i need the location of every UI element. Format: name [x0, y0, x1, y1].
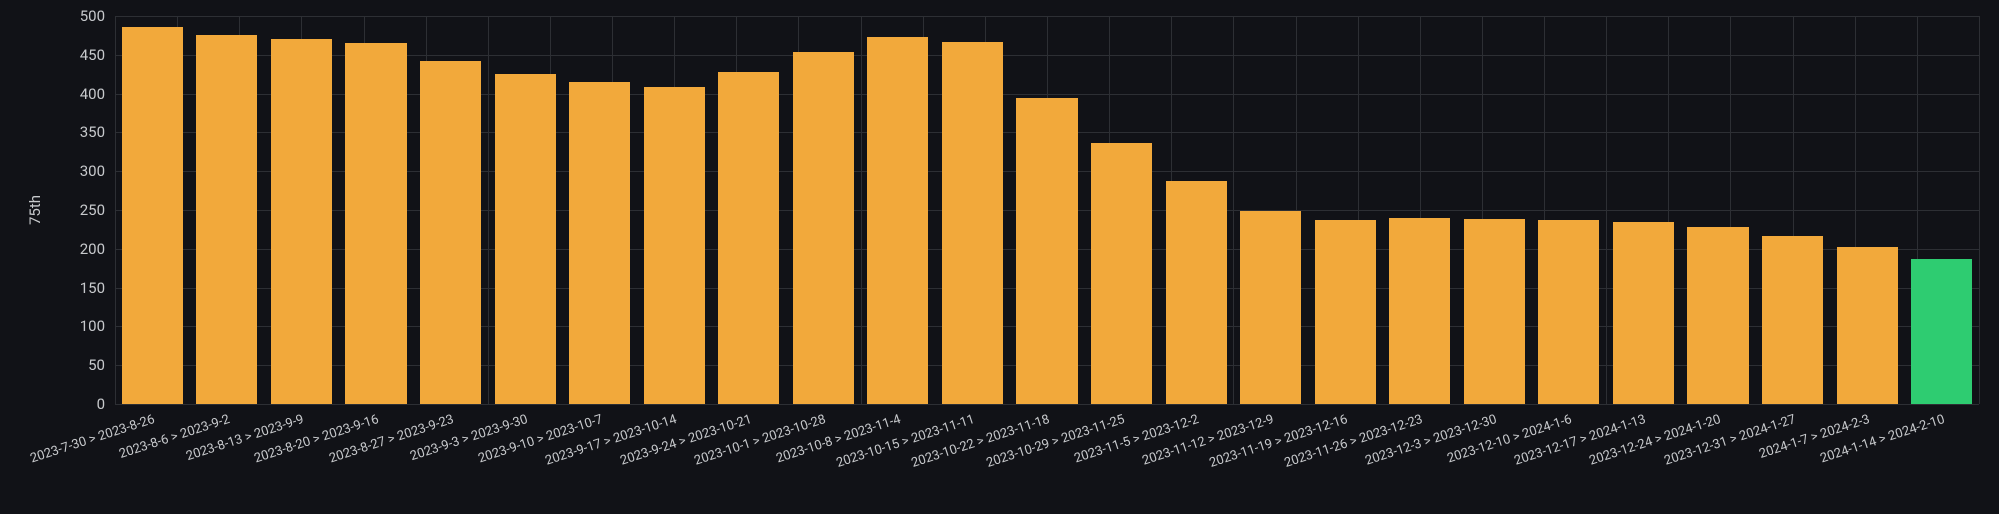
bar-slot [1457, 16, 1532, 404]
bar-slot [861, 16, 936, 404]
bar[interactable] [1538, 220, 1599, 404]
bar[interactable] [1687, 227, 1748, 404]
gridline-vertical [1979, 16, 1980, 404]
bar[interactable] [1315, 220, 1376, 404]
plot-area [115, 16, 1979, 404]
bar-slot [1308, 16, 1383, 404]
bar-slot [1084, 16, 1159, 404]
bar[interactable] [1837, 247, 1898, 404]
y-tick-label: 100 [0, 317, 105, 335]
bar-slot [488, 16, 563, 404]
bar-slot [1830, 16, 1905, 404]
bar[interactable] [644, 87, 705, 404]
bars-container [115, 16, 1979, 404]
x-axis-tick-labels: 2023-7-30 > 2023-8-262023-8-6 > 2023-9-2… [115, 412, 1979, 514]
bar[interactable] [1166, 181, 1227, 404]
y-tick-label: 400 [0, 85, 105, 103]
x-tick-label: 2023-8-27 > 2023-9-23 [327, 412, 455, 466]
bar-slot [1233, 16, 1308, 404]
bar[interactable] [867, 37, 928, 404]
x-tick-label: 2023-7-30 > 2023-8-26 [29, 412, 157, 466]
bar-slot [1010, 16, 1085, 404]
x-tick-label: 2023-11-5 > 2023-12-2 [1073, 412, 1201, 466]
bar-slot [711, 16, 786, 404]
bar-slot [190, 16, 265, 404]
bar-slot [115, 16, 190, 404]
x-tick-label: 2024-1-14 > 2024-2-10 [1818, 412, 1946, 466]
bar-slot [413, 16, 488, 404]
bar-slot [637, 16, 712, 404]
x-tick-label: 2023-12-10 > 2024-1-6 [1445, 412, 1573, 466]
bar-slot [1755, 16, 1830, 404]
y-tick-label: 500 [0, 7, 105, 25]
bar[interactable] [793, 52, 854, 404]
bar-slot [1904, 16, 1979, 404]
bar[interactable] [495, 74, 556, 404]
y-tick-label: 350 [0, 123, 105, 141]
bar[interactable] [1091, 143, 1152, 404]
bar[interactable] [1911, 259, 1972, 404]
bar[interactable] [345, 43, 406, 404]
x-tick-label: 2023-8-20 > 2023-9-16 [252, 412, 380, 466]
bar-slot [786, 16, 861, 404]
bar[interactable] [122, 27, 183, 404]
bar[interactable] [271, 39, 332, 404]
bar-slot [935, 16, 1010, 404]
bar-slot [1383, 16, 1458, 404]
y-tick-label: 150 [0, 279, 105, 297]
bar[interactable] [1613, 222, 1674, 404]
bar-chart: 75th 050100150200250300350400450500 2023… [0, 0, 1999, 514]
y-tick-label: 0 [0, 395, 105, 413]
bar-slot [339, 16, 414, 404]
bar[interactable] [569, 82, 630, 404]
bar-slot [1606, 16, 1681, 404]
bar-slot [264, 16, 339, 404]
bar[interactable] [1389, 218, 1450, 404]
y-tick-label: 450 [0, 46, 105, 64]
y-tick-label: 300 [0, 162, 105, 180]
bar[interactable] [196, 35, 257, 404]
bar[interactable] [420, 61, 481, 404]
bar[interactable] [1762, 236, 1823, 404]
bar[interactable] [942, 42, 1003, 404]
bar[interactable] [1016, 98, 1077, 404]
x-tick-label: 2023-9-10 > 2023-10-7 [476, 412, 604, 466]
bar[interactable] [1464, 219, 1525, 404]
gridline-horizontal [115, 404, 1979, 405]
y-tick-label: 200 [0, 240, 105, 258]
bar[interactable] [1240, 211, 1301, 404]
y-tick-label: 250 [0, 201, 105, 219]
bar-slot [562, 16, 637, 404]
y-tick-label: 50 [0, 356, 105, 374]
bar[interactable] [718, 72, 779, 404]
bar-slot [1159, 16, 1234, 404]
bar-slot [1532, 16, 1607, 404]
bar-slot [1681, 16, 1756, 404]
